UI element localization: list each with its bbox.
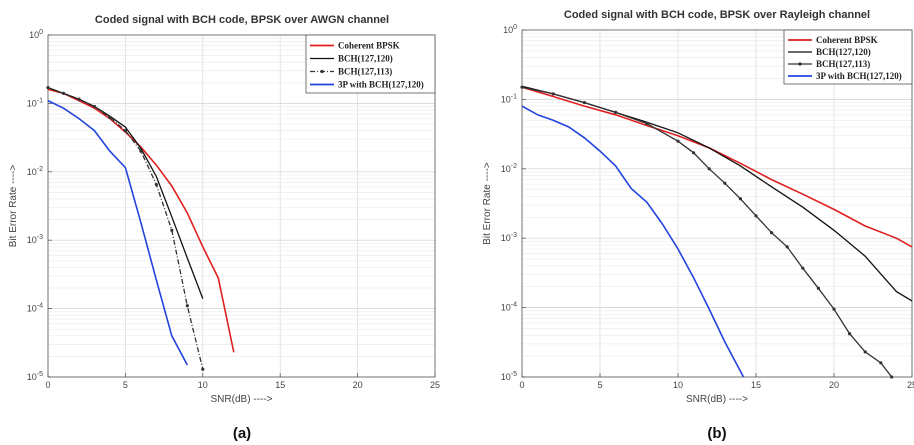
series-point-2 <box>754 214 758 218</box>
y-tick-label: 10-3 <box>501 232 517 243</box>
x-tick-label: 25 <box>430 380 440 390</box>
x-tick-label: 10 <box>198 380 208 390</box>
series-point-2 <box>61 91 66 96</box>
series-point-2 <box>582 100 587 105</box>
series-point-2 <box>832 307 836 311</box>
series-line-2 <box>47 86 204 370</box>
legend-marker <box>320 69 324 74</box>
series-point-2 <box>770 231 774 235</box>
series-point-2 <box>785 245 789 249</box>
series-point-2 <box>185 304 189 308</box>
legend-label: 3P with BCH(127,120) <box>338 80 424 90</box>
y-tick-label: 10-2 <box>501 163 517 174</box>
axes-frame <box>521 29 913 378</box>
series-point-2 <box>92 104 97 109</box>
series-point-2 <box>46 86 50 90</box>
legend-label: BCH(127,120) <box>338 54 393 64</box>
legend-marker <box>798 62 802 66</box>
y-tick-label: 10-3 <box>27 234 43 245</box>
grid <box>521 30 913 378</box>
series-point-2 <box>723 181 727 185</box>
series-point-2 <box>816 286 821 290</box>
series-group <box>46 86 235 371</box>
series-point-2 <box>848 332 852 336</box>
y-tick-label: 10-1 <box>501 93 517 104</box>
x-tick-label: 20 <box>353 380 363 390</box>
y-tick-label: 10-4 <box>501 302 517 313</box>
series-line-3 <box>521 105 745 378</box>
legend-box <box>783 29 913 85</box>
legend-label: BCH(127,113) <box>816 59 870 69</box>
chart-title: Coded signal with BCH code, BPSK over AW… <box>95 14 389 26</box>
legend: Coherent BPSK BCH(127,120) BCH(127,113) 3P … <box>305 34 436 94</box>
legend-label: BCH(127,113) <box>338 67 392 77</box>
series-line-3 <box>47 99 189 366</box>
series-point-2 <box>692 151 696 155</box>
figure-caption: (a) <box>233 425 251 442</box>
series-point-2 <box>551 92 555 96</box>
series-point-2 <box>123 129 127 133</box>
series-point-2 <box>108 116 112 120</box>
axes-frame <box>47 34 436 378</box>
y-tick-label: 10-1 <box>27 97 43 108</box>
legend-label: 3P with BCH(127,120) <box>816 71 902 81</box>
x-tick-label: 10 <box>673 380 683 390</box>
y-tick-label: 10-2 <box>27 166 43 177</box>
plot-area <box>522 30 912 377</box>
x-tick-label: 15 <box>275 380 285 390</box>
x-axis-label: SNR(dB) ----> <box>211 394 273 405</box>
series-point-2 <box>170 228 174 232</box>
legend-label: Coherent BPSK <box>816 35 878 45</box>
y-axis-label: Bit Error Rate ----> <box>482 162 493 245</box>
series-point-2 <box>879 361 883 365</box>
series-point-2 <box>201 367 205 371</box>
series-point-2 <box>645 121 649 126</box>
series-point-2 <box>520 85 524 89</box>
y-tick-label: 100 <box>29 29 43 40</box>
series-line-0 <box>521 86 913 248</box>
y-axis-label: Bit Error Rate ----> <box>8 165 19 248</box>
chart-awgn: 0 5 10 15 20 25 10-5 10-4 10-3 10-2 10-1 100 Coded s… <box>8 14 440 442</box>
series-point-2 <box>676 139 680 143</box>
y-tick-label: 100 <box>503 24 517 35</box>
x-tick-label: 0 <box>519 380 524 390</box>
x-tick-label: 5 <box>123 380 128 390</box>
series-point-2 <box>890 375 894 379</box>
chart-rayleigh: 0 5 10 15 20 25 10-5 10-4 10-3 10-2 10-1 100 Coded s… <box>482 9 914 442</box>
y-tick-label: 10-5 <box>27 371 43 382</box>
y-tick-label: 10-5 <box>501 371 517 382</box>
chart-title: Coded signal with BCH code, BPSK over Ra… <box>564 9 870 21</box>
series-point-2 <box>614 110 618 114</box>
legend-label: BCH(127,120) <box>816 47 871 57</box>
series-point-2 <box>863 350 867 354</box>
series-point-2 <box>154 182 158 187</box>
y-tick-label: 10-4 <box>27 303 43 314</box>
x-tick-label: 25 <box>907 380 914 390</box>
x-tick-label: 15 <box>751 380 761 390</box>
x-tick-label: 20 <box>829 380 839 390</box>
series-point-2 <box>77 97 81 101</box>
legend-label: Coherent BPSK <box>338 41 400 51</box>
figure-caption: (b) <box>707 425 726 442</box>
series-group <box>520 85 913 379</box>
series-point-2 <box>707 167 711 171</box>
x-tick-label: 5 <box>597 380 602 390</box>
x-axis-label: SNR(dB) ----> <box>686 394 748 405</box>
series-point-2 <box>738 197 743 201</box>
x-tick-label: 0 <box>45 380 50 390</box>
series-point-2 <box>801 266 805 270</box>
legend: Coherent BPSK BCH(127,120) BCH(127,113) 3P … <box>783 29 913 85</box>
series-point-2 <box>139 149 143 153</box>
series-line-2 <box>521 86 893 378</box>
